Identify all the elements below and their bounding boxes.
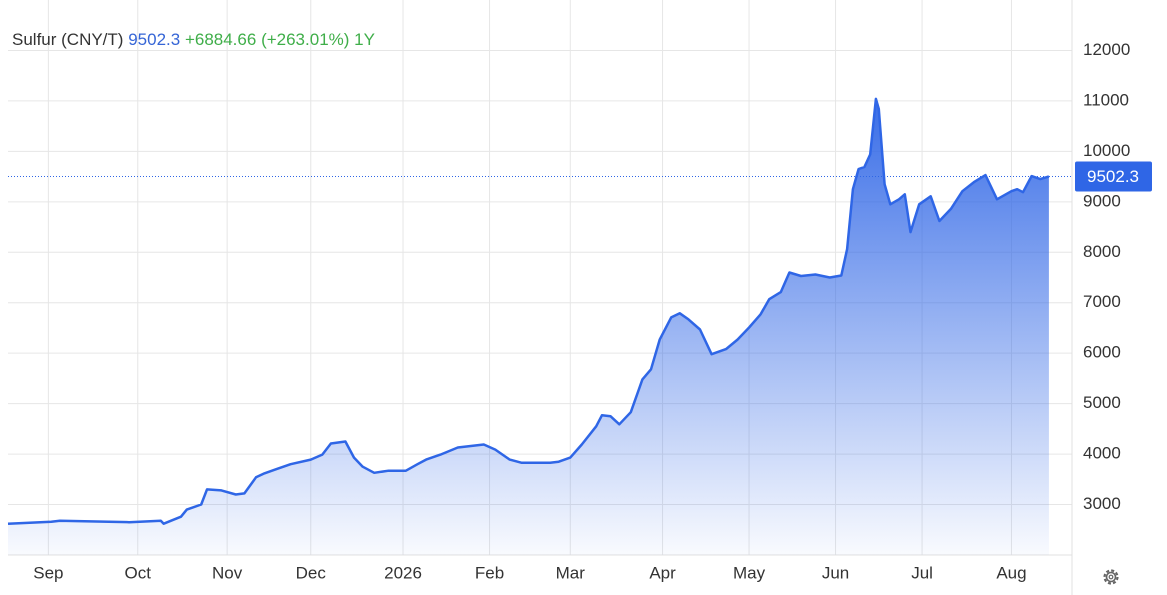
y-tick-label: 4000 [1083,444,1121,463]
change: +6884.66 [185,30,256,49]
x-tick-label: Apr [649,563,676,582]
x-tick-label: Nov [212,563,243,582]
y-tick-label: 12000 [1083,40,1130,59]
x-tick-label: Jun [822,563,849,582]
title: Sulfur (CNY/T) [12,30,123,49]
settings-button[interactable] [1103,569,1119,585]
y-tick-label: 3000 [1083,494,1121,513]
x-tick-label: Sep [33,563,63,582]
x-tick-label: Dec [296,563,327,582]
x-tick-label: Aug [996,563,1026,582]
last-price-box [1075,161,1152,192]
gear-hole [1108,574,1114,580]
y-tick-label: 10000 [1083,141,1130,160]
line [7,97,1050,525]
y-tick-label: 7000 [1083,292,1121,311]
change-pct: (+263.01%) [261,30,349,49]
x-tick-label: 2026 [384,563,422,582]
gear-teeth [1103,569,1119,585]
x-tick-label: Mar [556,563,586,582]
y-tick-label: 5000 [1083,393,1121,412]
last-price-label: 9502.3 [1087,167,1139,186]
x-tick-label: May [733,563,766,582]
period: 1Y [354,30,375,49]
gear-body [1105,571,1117,583]
last-price: 9502.3 [128,30,180,49]
x-tick-label: Oct [125,563,152,582]
y-tick-label: 9000 [1083,191,1121,210]
y-tick-label: 11000 [1083,90,1129,109]
x-tick-label: Feb [475,563,504,582]
y-tick-label: 8000 [1083,242,1121,261]
chart-title: Sulfur (CNY/T) 9502.3 +6884.66 (+263.01%… [12,30,375,49]
area [8,98,1049,556]
x-tick-label: Jul [911,563,933,582]
y-tick-label: 6000 [1083,343,1121,362]
header: Sulfur (CNY/T) 9502.3 +6884.66 (+263.01%… [12,30,375,49]
